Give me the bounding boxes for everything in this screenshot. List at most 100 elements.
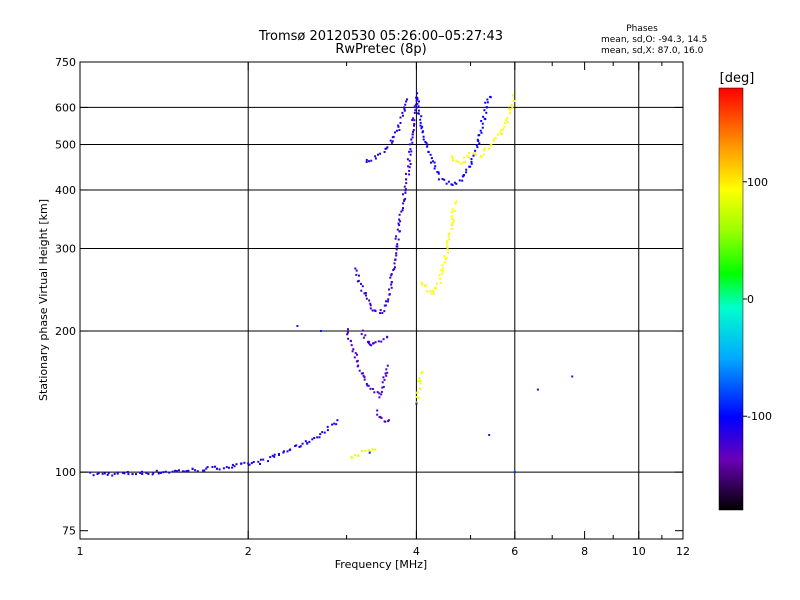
- data-point: [395, 254, 398, 257]
- data-point: [483, 147, 486, 150]
- data-point: [351, 350, 354, 353]
- data-point: [363, 376, 366, 379]
- x-tick-label: 2: [245, 545, 252, 558]
- data-point: [382, 376, 385, 379]
- data-point: [306, 442, 309, 445]
- data-point: [419, 121, 422, 124]
- data-point: [437, 172, 440, 175]
- data-point: [513, 471, 516, 474]
- data-point: [406, 158, 409, 161]
- data-point: [378, 392, 381, 395]
- data-point: [369, 302, 372, 305]
- data-point: [403, 108, 406, 111]
- colorbar: [718, 87, 744, 511]
- data-point: [367, 384, 370, 387]
- data-point: [131, 473, 134, 476]
- data-point: [438, 274, 441, 277]
- data-point: [301, 442, 304, 445]
- data-point: [430, 157, 433, 160]
- data-point: [427, 151, 430, 153]
- data-point: [155, 469, 158, 472]
- data-point: [405, 172, 407, 175]
- data-point: [379, 309, 382, 312]
- data-point: [460, 162, 463, 165]
- data-point: [448, 232, 451, 235]
- data-point: [433, 292, 435, 295]
- data-point: [389, 276, 392, 279]
- data-point: [331, 423, 334, 426]
- data-point: [397, 124, 400, 127]
- data-point: [395, 235, 398, 238]
- data-point: [403, 199, 406, 202]
- data-point: [476, 146, 479, 149]
- data-point: [444, 261, 447, 264]
- data-point: [233, 465, 236, 468]
- data-point: [103, 472, 106, 475]
- data-point: [437, 171, 440, 174]
- data-point: [171, 470, 174, 473]
- data-point: [396, 129, 398, 132]
- data-point: [390, 283, 393, 286]
- data-point: [367, 340, 369, 343]
- data-point: [371, 448, 374, 451]
- data-point: [409, 153, 412, 156]
- data-point: [235, 463, 238, 466]
- data-point: [187, 469, 190, 472]
- data-point: [426, 143, 429, 146]
- data-point: [387, 419, 390, 422]
- data-point: [116, 472, 119, 475]
- data-point: [421, 283, 424, 286]
- data-point: [445, 182, 448, 185]
- data-point: [406, 98, 408, 101]
- data-point: [349, 340, 352, 343]
- data-point: [333, 422, 336, 425]
- y-axis: 75 100 200 300 400 500 600 750: [55, 56, 683, 538]
- data-point: [446, 240, 449, 243]
- data-point: [151, 473, 154, 476]
- data-point: [475, 153, 478, 156]
- data-point: [418, 100, 420, 103]
- data-point: [466, 154, 469, 157]
- data-point: [257, 460, 260, 463]
- data-point: [368, 299, 371, 302]
- data-point: [374, 155, 377, 158]
- y-tick-label: 100: [55, 466, 76, 479]
- data-point: [296, 325, 299, 327]
- data-point: [505, 119, 507, 122]
- data-point: [395, 252, 398, 255]
- data-point: [465, 168, 468, 171]
- data-point: [452, 159, 454, 162]
- data-point: [127, 473, 130, 476]
- data-point: [386, 364, 389, 367]
- data-point: [419, 124, 422, 127]
- data-point: [480, 131, 483, 134]
- data-point: [415, 96, 418, 99]
- data-point: [397, 238, 400, 241]
- data-point: [374, 157, 377, 160]
- data-point: [405, 100, 408, 103]
- data-point: [450, 215, 453, 218]
- data-point: [394, 258, 397, 261]
- data-point: [417, 380, 420, 383]
- data-point: [506, 121, 509, 123]
- data-point: [419, 382, 422, 385]
- data-point: [392, 269, 395, 272]
- data-point: [404, 189, 407, 192]
- data-point: [434, 165, 437, 168]
- data-point: [418, 377, 421, 380]
- data-point: [357, 279, 360, 282]
- data-point: [483, 109, 486, 112]
- data-point: [273, 455, 276, 458]
- data-point: [365, 294, 367, 297]
- data-point: [451, 157, 454, 159]
- data-point: [425, 141, 428, 144]
- data-point: [381, 312, 384, 314]
- data-point: [424, 285, 427, 288]
- data-point: [429, 153, 432, 156]
- data-point: [396, 243, 399, 246]
- data-point: [462, 161, 465, 164]
- data-point: [482, 115, 485, 118]
- data-point: [465, 171, 468, 174]
- data-point: [394, 237, 397, 240]
- data-point: [385, 368, 388, 371]
